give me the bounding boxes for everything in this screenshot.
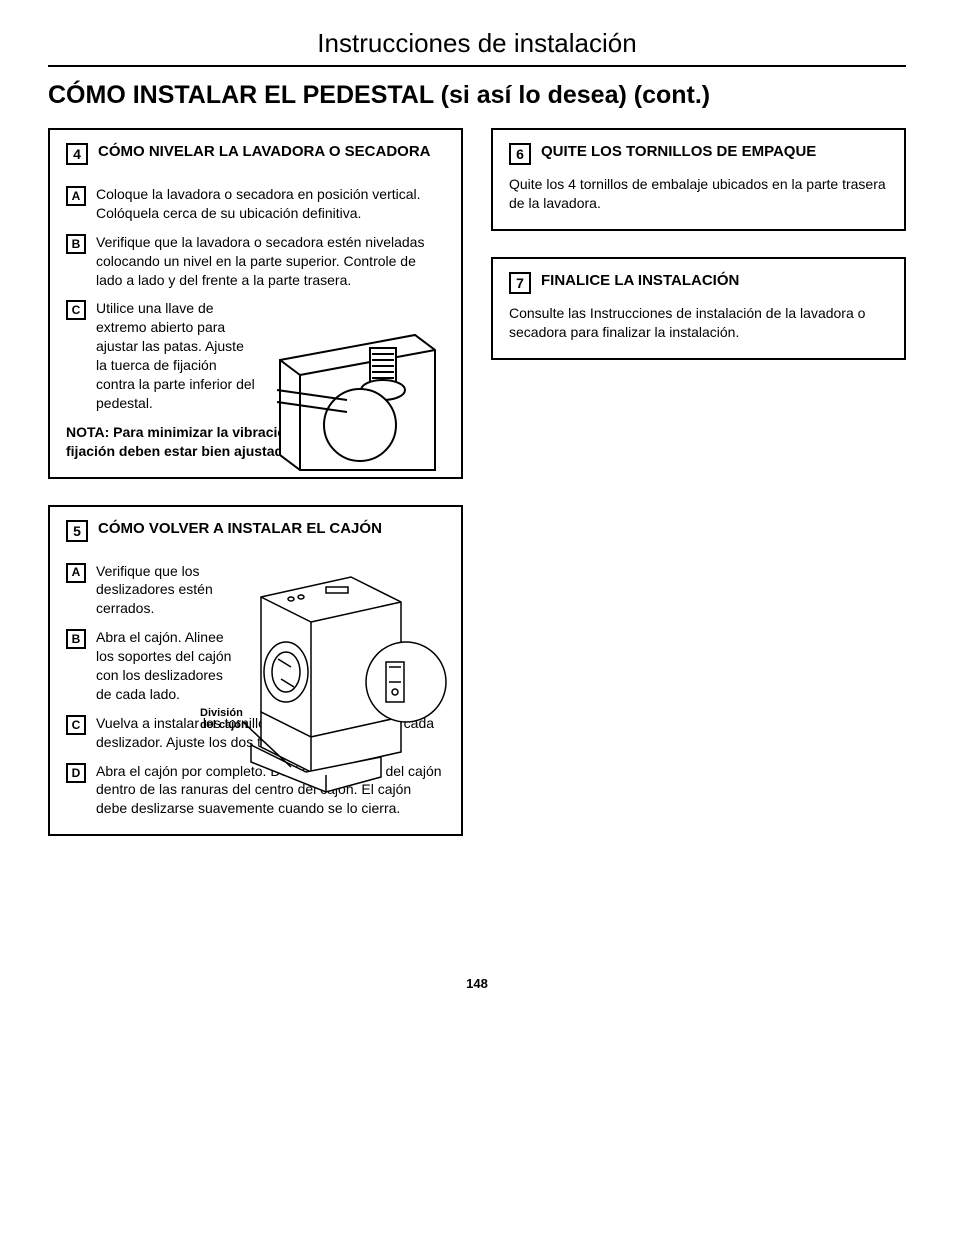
step-4-box: 4 CÓMO NIVELAR LA LAVADORA O SECADORA A … — [48, 128, 463, 479]
step-6-number: 6 — [509, 143, 531, 165]
drawer-figure-label: División del cajón — [200, 707, 248, 731]
sub-label-a: A — [66, 563, 86, 583]
step-5-sub-a-text: Verifique que los deslizadores estén cer… — [96, 562, 236, 619]
step-7-title: FINALICE LA INSTALACIÓN — [541, 271, 739, 291]
sub-label-a: A — [66, 186, 86, 206]
step-6-body: Quite los 4 tornillos de embalaje ubicad… — [493, 171, 904, 229]
leveling-foot-figure — [275, 330, 445, 480]
step-6-title: QUITE LOS TORNILLOS DE EMPAQUE — [541, 142, 816, 162]
sub-label-c: C — [66, 300, 86, 320]
step-7-header: 7 FINALICE LA INSTALACIÓN — [493, 259, 904, 300]
step-6-header: 6 QUITE LOS TORNILLOS DE EMPAQUE — [493, 130, 904, 171]
step-7-body: Consulte las Instrucciones de instalació… — [493, 300, 904, 358]
title-rule — [48, 65, 906, 67]
section-title: CÓMO INSTALAR EL PEDESTAL (si así lo des… — [48, 81, 906, 110]
right-column: 6 QUITE LOS TORNILLOS DE EMPAQUE Quite l… — [491, 128, 906, 360]
step-7-text: Consulte las Instrucciones de instalació… — [509, 305, 865, 340]
step-5-header: 5 CÓMO VOLVER A INSTALAR EL CAJÓN — [50, 507, 461, 548]
step-4-sub-a: A Coloque la lavadora o secadora en posi… — [66, 185, 445, 223]
page-title: Instrucciones de instalación — [48, 28, 906, 59]
step-4-title: CÓMO NIVELAR LA LAVADORA O SECADORA — [98, 142, 431, 162]
step-5-number: 5 — [66, 520, 88, 542]
columns: 4 CÓMO NIVELAR LA LAVADORA O SECADORA A … — [48, 128, 906, 836]
sub-label-b: B — [66, 629, 86, 649]
step-6-box: 6 QUITE LOS TORNILLOS DE EMPAQUE Quite l… — [491, 128, 906, 231]
step-4-header: 4 CÓMO NIVELAR LA LAVADORA O SECADORA — [50, 130, 461, 171]
step-4-sub-b-text: Verifique que la lavadora o secadora est… — [96, 233, 445, 290]
step-7-number: 7 — [509, 272, 531, 294]
sub-label-c: C — [66, 715, 86, 735]
step-7-box: 7 FINALICE LA INSTALACIÓN Consulte las I… — [491, 257, 906, 360]
left-column: 4 CÓMO NIVELAR LA LAVADORA O SECADORA A … — [48, 128, 463, 836]
step-5-box: 5 CÓMO VOLVER A INSTALAR EL CAJÓN A Veri… — [48, 505, 463, 837]
sub-label-d: D — [66, 763, 86, 783]
step-6-text: Quite los 4 tornillos de embalaje ubicad… — [509, 176, 886, 211]
drawer-figure — [231, 567, 451, 797]
step-4-sub-c-text: Utilice una llave de extremo abierto par… — [96, 299, 256, 412]
sub-label-b: B — [66, 234, 86, 254]
step-4-sub-a-text: Coloque la lavadora o secadora en posici… — [96, 185, 445, 223]
page-number: 148 — [48, 976, 906, 991]
step-5-sub-b-text: Abra el cajón. Alinee los soportes del c… — [96, 628, 236, 704]
step-5-title: CÓMO VOLVER A INSTALAR EL CAJÓN — [98, 519, 382, 539]
step-4-sub-b: B Verifique que la lavadora o secadora e… — [66, 233, 445, 290]
step-4-number: 4 — [66, 143, 88, 165]
